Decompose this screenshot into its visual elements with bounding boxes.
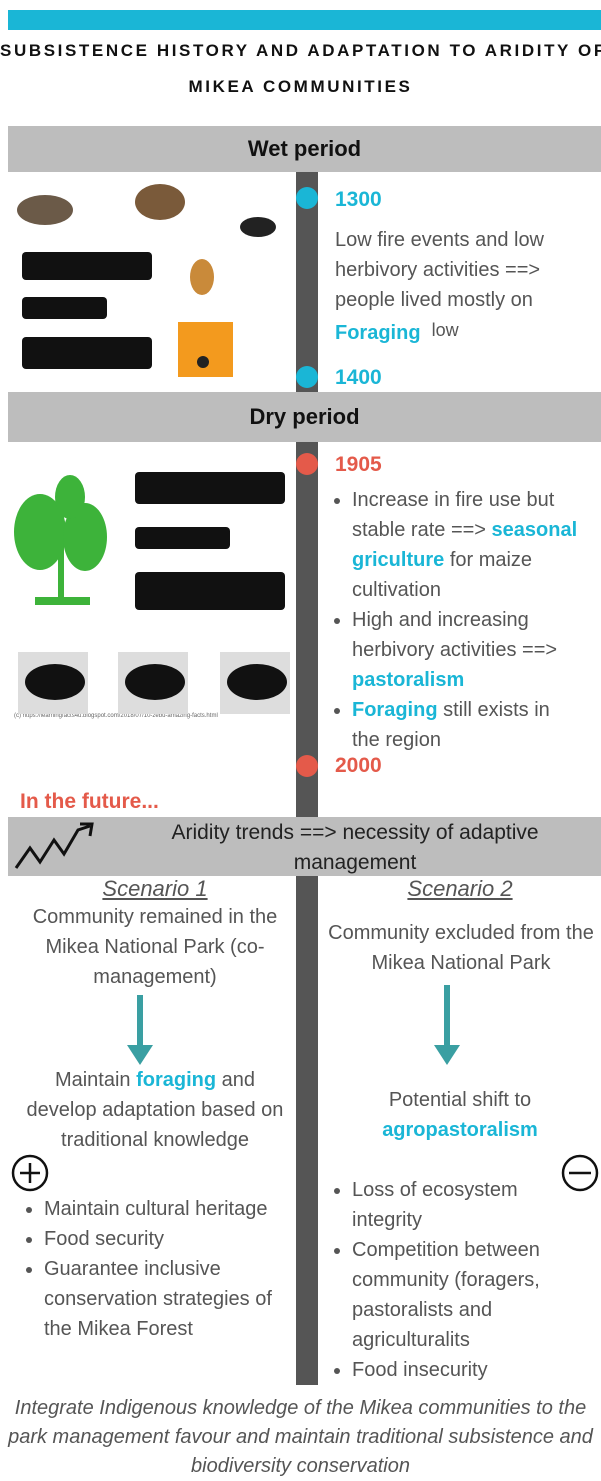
pros-list: Maintain cultural heritage Food security… bbox=[22, 1194, 297, 1344]
highlight: agropastoralism bbox=[382, 1119, 538, 1141]
scenario-title: Scenario 1 bbox=[102, 876, 208, 901]
future-banner bbox=[8, 817, 601, 876]
scenario-text: Community excluded from the Mikea Nation… bbox=[328, 922, 594, 974]
plus-icon bbox=[11, 1154, 49, 1192]
highlight: pastoralism bbox=[352, 669, 465, 691]
wet-text: Low fire events and low herbivory activi… bbox=[335, 225, 590, 348]
image-credit: (c) https://learningfacts4u.blogspot.com… bbox=[14, 713, 218, 719]
year: 1905 bbox=[335, 453, 382, 476]
text: and develop adaptation based on traditio… bbox=[26, 1069, 284, 1151]
bullet: High and increasing herbivory activities… bbox=[352, 605, 580, 695]
dry-list: Increase in fire use but stable rate ==>… bbox=[330, 485, 580, 755]
timeline-dot bbox=[296, 187, 318, 209]
arrow bbox=[434, 985, 460, 1065]
year: 1400 bbox=[335, 366, 382, 389]
dry-heading: Dry period bbox=[8, 392, 601, 442]
bullet: Competition between community (foragers,… bbox=[352, 1235, 575, 1355]
timeline-dot bbox=[296, 453, 318, 475]
timeline bbox=[296, 172, 318, 1385]
wet-heading: Wet period bbox=[8, 126, 601, 172]
highlight: seasonal griculture bbox=[352, 519, 578, 571]
figures bbox=[22, 252, 285, 610]
bullet: Food insecurity bbox=[352, 1355, 575, 1385]
text: Increase in fire use but stable rate ==> bbox=[352, 489, 555, 541]
plant bbox=[14, 475, 107, 605]
bullet: Maintain cultural heritage bbox=[44, 1194, 297, 1224]
bullet: Increase in fire use but stable rate ==>… bbox=[352, 485, 580, 605]
timeline-dot bbox=[296, 366, 318, 388]
bullet: Food security bbox=[44, 1224, 297, 1254]
outcome: Potential shift to agropastoralism bbox=[325, 1085, 595, 1145]
year: 1300 bbox=[335, 188, 382, 211]
scenario-title: Scenario 2 bbox=[407, 876, 513, 901]
lemur bbox=[190, 259, 214, 295]
text: Low fire events and low herbivory activi… bbox=[335, 229, 545, 311]
arrow bbox=[127, 995, 153, 1065]
text: for maize cultivation bbox=[352, 549, 533, 601]
outcome: Maintain foraging and develop adaptation… bbox=[20, 1065, 290, 1155]
future-heading: In the future... bbox=[20, 790, 159, 813]
bullet: Guarantee inclusive conservation strateg… bbox=[44, 1254, 279, 1344]
title-line: SUBSISTENCE HISTORY AND ADAPTATION TO AR… bbox=[0, 41, 601, 60]
timeline-dot bbox=[296, 755, 318, 777]
hedgehog bbox=[17, 195, 73, 225]
text: low bbox=[431, 320, 459, 340]
bullet: Foraging still exists in the region bbox=[352, 695, 580, 755]
trend-icon bbox=[14, 822, 94, 869]
minus-icon bbox=[561, 1154, 599, 1192]
text: Maintain bbox=[54, 1069, 131, 1091]
top-band bbox=[8, 10, 601, 30]
text: still exists in the region bbox=[352, 699, 550, 751]
text: Potential shift to bbox=[388, 1089, 532, 1111]
scenario-text: Community remained in the Mikea National… bbox=[32, 906, 278, 988]
bullet: Loss of ecosystem integrity bbox=[352, 1175, 575, 1235]
highlight: Foraging bbox=[335, 322, 421, 344]
boar bbox=[240, 217, 276, 237]
cons-list: Loss of ecosystem integrity Competition … bbox=[330, 1175, 575, 1385]
tuber bbox=[135, 184, 185, 220]
cattle bbox=[18, 652, 290, 714]
banner-text: Aridity trends ==> necessity of adaptive… bbox=[171, 821, 539, 874]
title-line: MIKEA COMMUNITIES bbox=[188, 77, 413, 96]
highlight: foraging bbox=[136, 1069, 217, 1091]
beehive bbox=[178, 322, 233, 377]
highlight: Foraging bbox=[352, 699, 438, 721]
year: 2000 bbox=[335, 754, 382, 777]
illustrations bbox=[14, 184, 290, 714]
text: High and increasing herbivory activities… bbox=[352, 609, 558, 661]
footer: Integrate Indigenous knowledge of the Mi… bbox=[8, 1397, 593, 1477]
